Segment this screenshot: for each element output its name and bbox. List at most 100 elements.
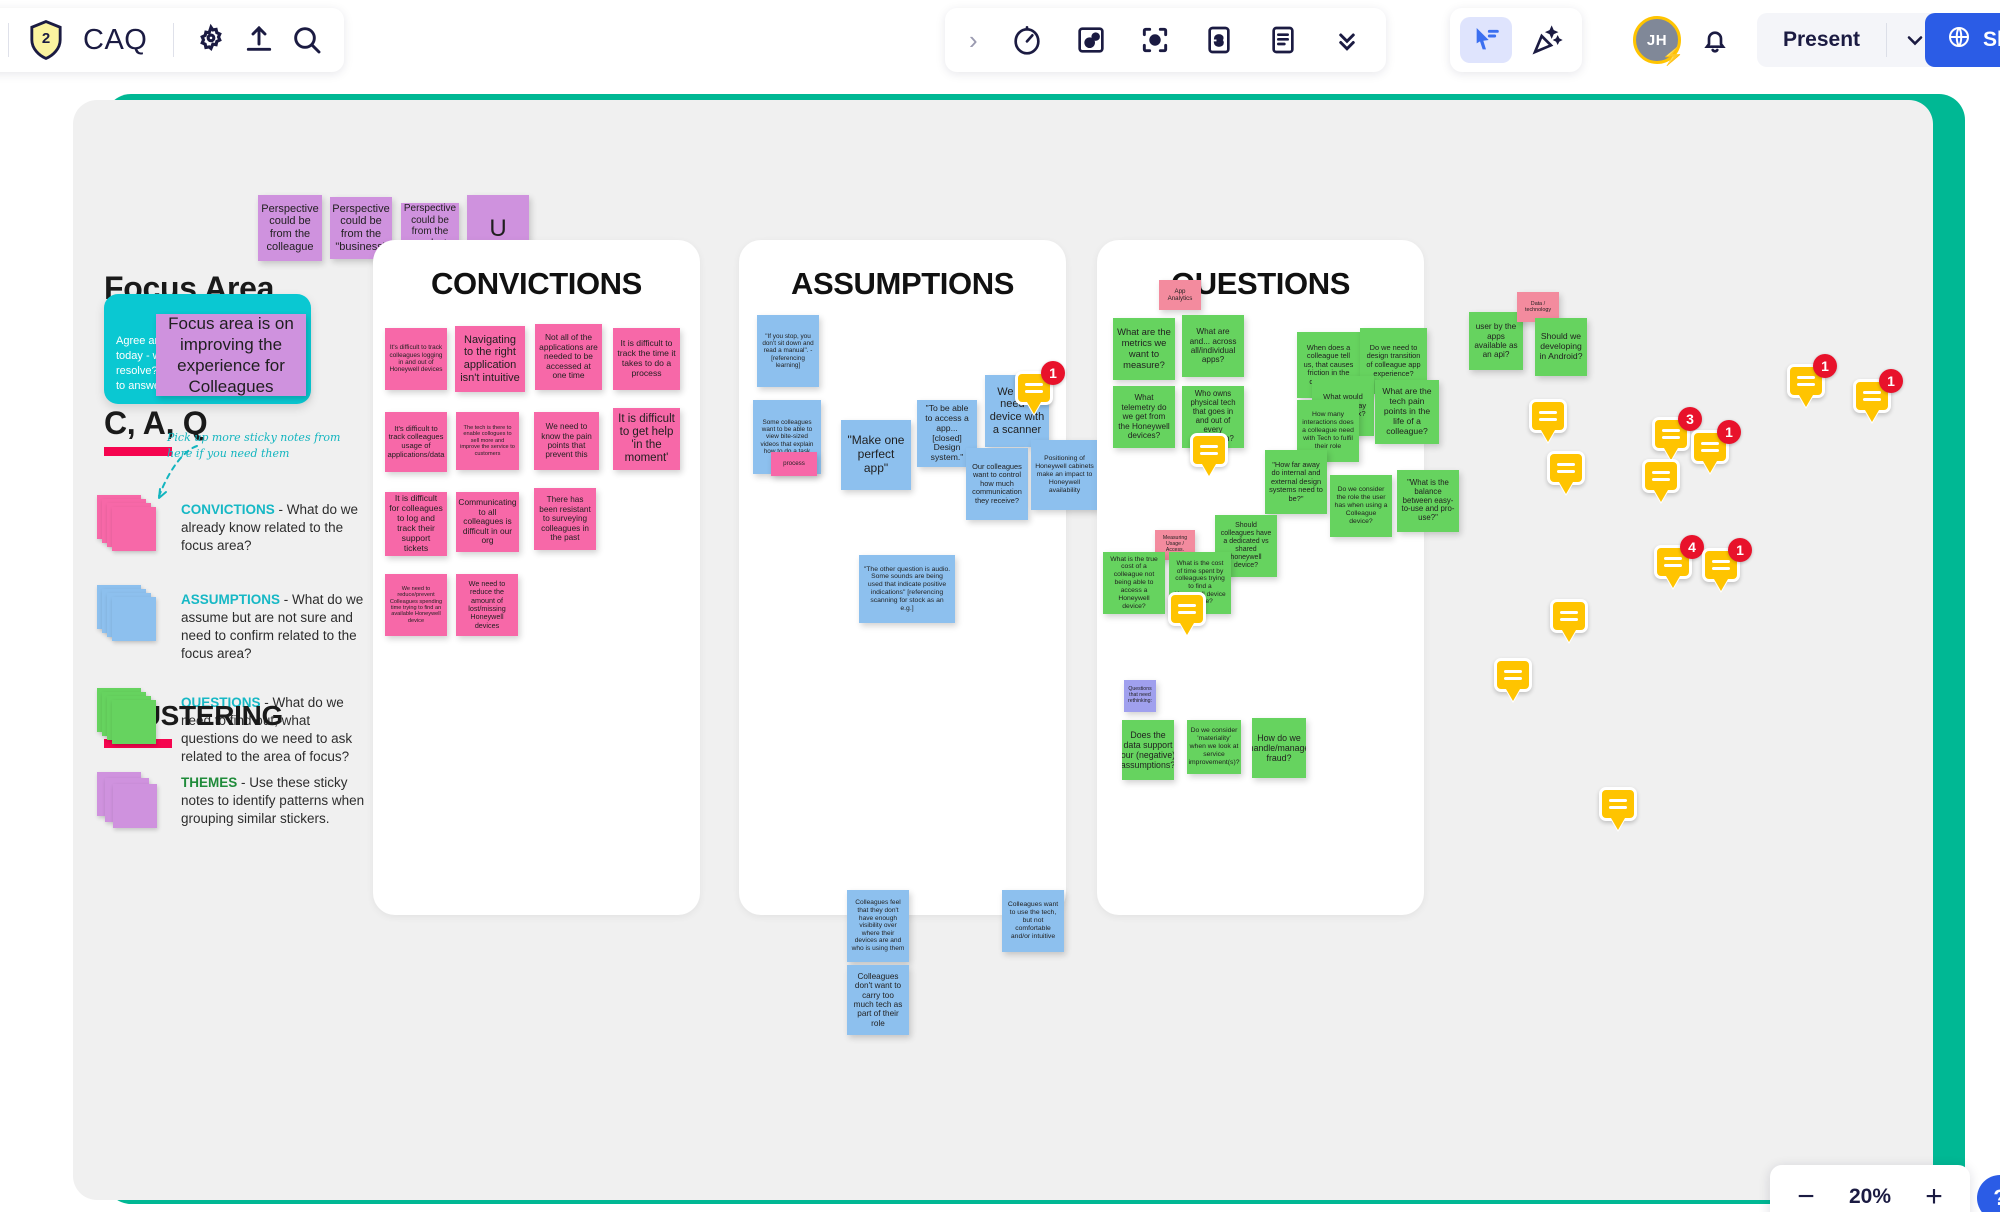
sticky-stack[interactable] <box>97 585 161 643</box>
sticky-note[interactable]: "What is the balance between easy-to-use… <box>1397 470 1459 532</box>
sticky-note[interactable]: Data / technology <box>1517 292 1559 322</box>
comment-bubble[interactable]: 1 <box>1691 420 1741 474</box>
comment-bubble[interactable] <box>1550 599 1594 643</box>
bell-icon[interactable] <box>1690 15 1740 65</box>
comment-bubble[interactable] <box>1494 658 1538 702</box>
sticky-note[interactable]: It is difficult to track the time it tak… <box>613 328 680 390</box>
sticky-note[interactable]: What is the true cost of a colleague not… <box>1103 552 1165 614</box>
sticky-note[interactable]: "If you stop, you don't sit down and rea… <box>757 315 819 387</box>
panel-assumptions[interactable]: ASSUMPTIONS "If you stop, you don't sit … <box>739 240 1098 1035</box>
sticky-note[interactable]: Navigating to the right application isn'… <box>455 326 525 392</box>
sticky-note[interactable]: Colleagues feel that they don't have eno… <box>847 890 909 962</box>
sticky-note[interactable]: What are and... across all/individual ap… <box>1182 315 1244 377</box>
sticky-note[interactable]: There has been resistant to surveying co… <box>534 488 596 550</box>
sticky-note[interactable]: Communicating to all colleagues is diffi… <box>456 492 519 552</box>
present-button[interactable]: Present <box>1783 28 1861 51</box>
comment-bubble[interactable]: 1 <box>1702 538 1752 592</box>
toolbar-divider-2 <box>173 23 175 57</box>
sticky-note[interactable]: We need to reduce/prevent Colleagues spe… <box>385 574 447 636</box>
share-button[interactable]: Share <box>1925 13 2000 67</box>
timer-icon[interactable] <box>1006 19 1048 61</box>
sticky-note[interactable]: Positioning of Honeywell cabinets make a… <box>1031 440 1098 510</box>
comment-count-badge: 4 <box>1680 535 1704 559</box>
sticky-note[interactable]: The tech is there to enable collogues to… <box>456 412 519 470</box>
comment-bubble[interactable] <box>1168 592 1212 636</box>
sticky-note[interactable]: Our colleagues want to control how much … <box>966 448 1028 520</box>
comment-bubble[interactable]: 1 <box>1787 354 1837 408</box>
comment-bubble[interactable]: 3 <box>1652 407 1702 461</box>
sticky-note[interactable]: Do we consider the role the user has whe… <box>1330 475 1392 537</box>
comment-bubble[interactable] <box>1599 787 1643 831</box>
sticky-stack[interactable] <box>97 688 161 746</box>
comment-bubble[interactable] <box>1529 399 1573 443</box>
sticky-note[interactable]: "Make one perfect app" <box>841 420 911 490</box>
sticky-note[interactable]: Not all of the applications are needed t… <box>535 324 602 390</box>
sticky-note[interactable]: App Analytics <box>1159 280 1201 310</box>
upload-icon[interactable] <box>238 19 280 61</box>
panel-questions[interactable]: QUESTIONS App Analytics What are the metr… <box>1097 240 1587 915</box>
zoom-out-button[interactable]: − <box>1797 1180 1815 1212</box>
comment-icon[interactable] <box>1642 459 1680 493</box>
shield-icon[interactable]: 2 <box>25 19 67 61</box>
comment-bubble[interactable] <box>1547 451 1591 495</box>
comment-icon[interactable] <box>1599 787 1637 821</box>
celebrate-icon[interactable] <box>1522 17 1572 63</box>
focus-area-card[interactable]: Agree and confirm the focus area for tod… <box>104 294 311 404</box>
document-icon[interactable] <box>1262 19 1304 61</box>
comment-icon[interactable] <box>1168 592 1206 626</box>
chevron-right-icon[interactable]: › <box>969 24 978 55</box>
sticky-note[interactable]: We need to reduce the amount of lost/mis… <box>456 574 518 636</box>
comment-bubble[interactable]: 4 <box>1654 535 1704 589</box>
sticky-note[interactable]: How do we handle/manage fraud? <box>1252 718 1306 778</box>
comment-bubble[interactable] <box>1642 459 1686 503</box>
sticky-note[interactable]: It is difficult to get help 'in the mome… <box>613 408 680 470</box>
card-icon[interactable]: 3 <box>1198 19 1240 61</box>
comment-icon[interactable] <box>1550 599 1588 633</box>
panel-convictions[interactable]: CONVICTIONS It's difficult to track coll… <box>373 240 700 915</box>
sticky-note[interactable]: What are the metrics we want to measure? <box>1113 318 1175 380</box>
comment-icon[interactable] <box>1494 658 1532 692</box>
avatar[interactable]: JH ⚡ <box>1633 16 1684 66</box>
sticky-note[interactable]: Colleagues don't want to carry too much … <box>847 965 909 1035</box>
comment-icon[interactable] <box>1190 433 1228 467</box>
sticky-note[interactable]: Do we consider 'materiality' when we loo… <box>1187 720 1241 774</box>
sticky-note[interactable]: Questions that need rethinking: <box>1124 680 1156 712</box>
sticky-note[interactable]: It's difficult to track colleagues loggi… <box>385 328 447 390</box>
sticky-stack[interactable] <box>97 495 161 553</box>
sticky-note[interactable]: "The other question is audio. Some sound… <box>859 555 955 623</box>
sticky-note[interactable]: Should we developing in Android? <box>1535 318 1587 376</box>
sticky-note[interactable]: Does the data support our (negative) ass… <box>1122 720 1174 780</box>
zoom-level[interactable]: 20% <box>1848 1185 1892 1208</box>
perspective-sticky[interactable]: Perspective could be from the colleague <box>258 195 322 261</box>
comment-bubble[interactable] <box>1190 433 1234 477</box>
frame-icon[interactable] <box>1070 19 1112 61</box>
focus-area-sticky[interactable]: Focus area is on improving the experienc… <box>156 314 306 396</box>
help-button[interactable]: ? <box>1977 1175 2000 1212</box>
gear-icon[interactable] <box>190 19 232 61</box>
legend-label: CONVICTIONS <box>181 502 275 517</box>
comment-icon[interactable] <box>1547 451 1585 485</box>
sticky-note[interactable]: What are the tech pain points in the lif… <box>1375 380 1439 444</box>
search-icon[interactable] <box>286 19 328 61</box>
sticky-stack[interactable] <box>97 772 161 830</box>
sticky-note[interactable]: Colleagues want to use the tech, but not… <box>1002 890 1064 952</box>
board-name[interactable]: CAQ <box>83 23 148 56</box>
sticky-note[interactable]: It is difficult for colleagues to log an… <box>385 492 447 556</box>
zoom-in-button[interactable]: + <box>1925 1180 1943 1212</box>
sticky-note[interactable]: user by the apps available as an api? <box>1469 312 1523 370</box>
sticky-note[interactable]: We need to know the pain points that pre… <box>534 412 599 470</box>
sticky-note[interactable]: "How far away do internal and external d… <box>1265 450 1327 514</box>
comment-bubble[interactable]: 1 <box>1015 361 1065 415</box>
globe-icon <box>1947 25 1971 55</box>
board-canvas[interactable]: Perspective could be from the colleague P… <box>0 80 2000 1212</box>
comment-bubble[interactable]: 1 <box>1853 369 1903 423</box>
focus-icon[interactable] <box>1134 19 1176 61</box>
sticky-note[interactable]: process <box>771 452 817 476</box>
chevron-down-icon[interactable] <box>1887 13 1943 67</box>
sticky-note[interactable]: It's difficult to track colleagues usage… <box>385 412 447 472</box>
cursor-select-icon[interactable] <box>1460 17 1512 63</box>
comment-count-badge: 1 <box>1879 369 1903 393</box>
chevrons-down-icon[interactable] <box>1326 19 1368 61</box>
comment-icon[interactable] <box>1529 399 1567 433</box>
sticky-note[interactable]: What telemetry do we get from the Honeyw… <box>1113 386 1175 448</box>
